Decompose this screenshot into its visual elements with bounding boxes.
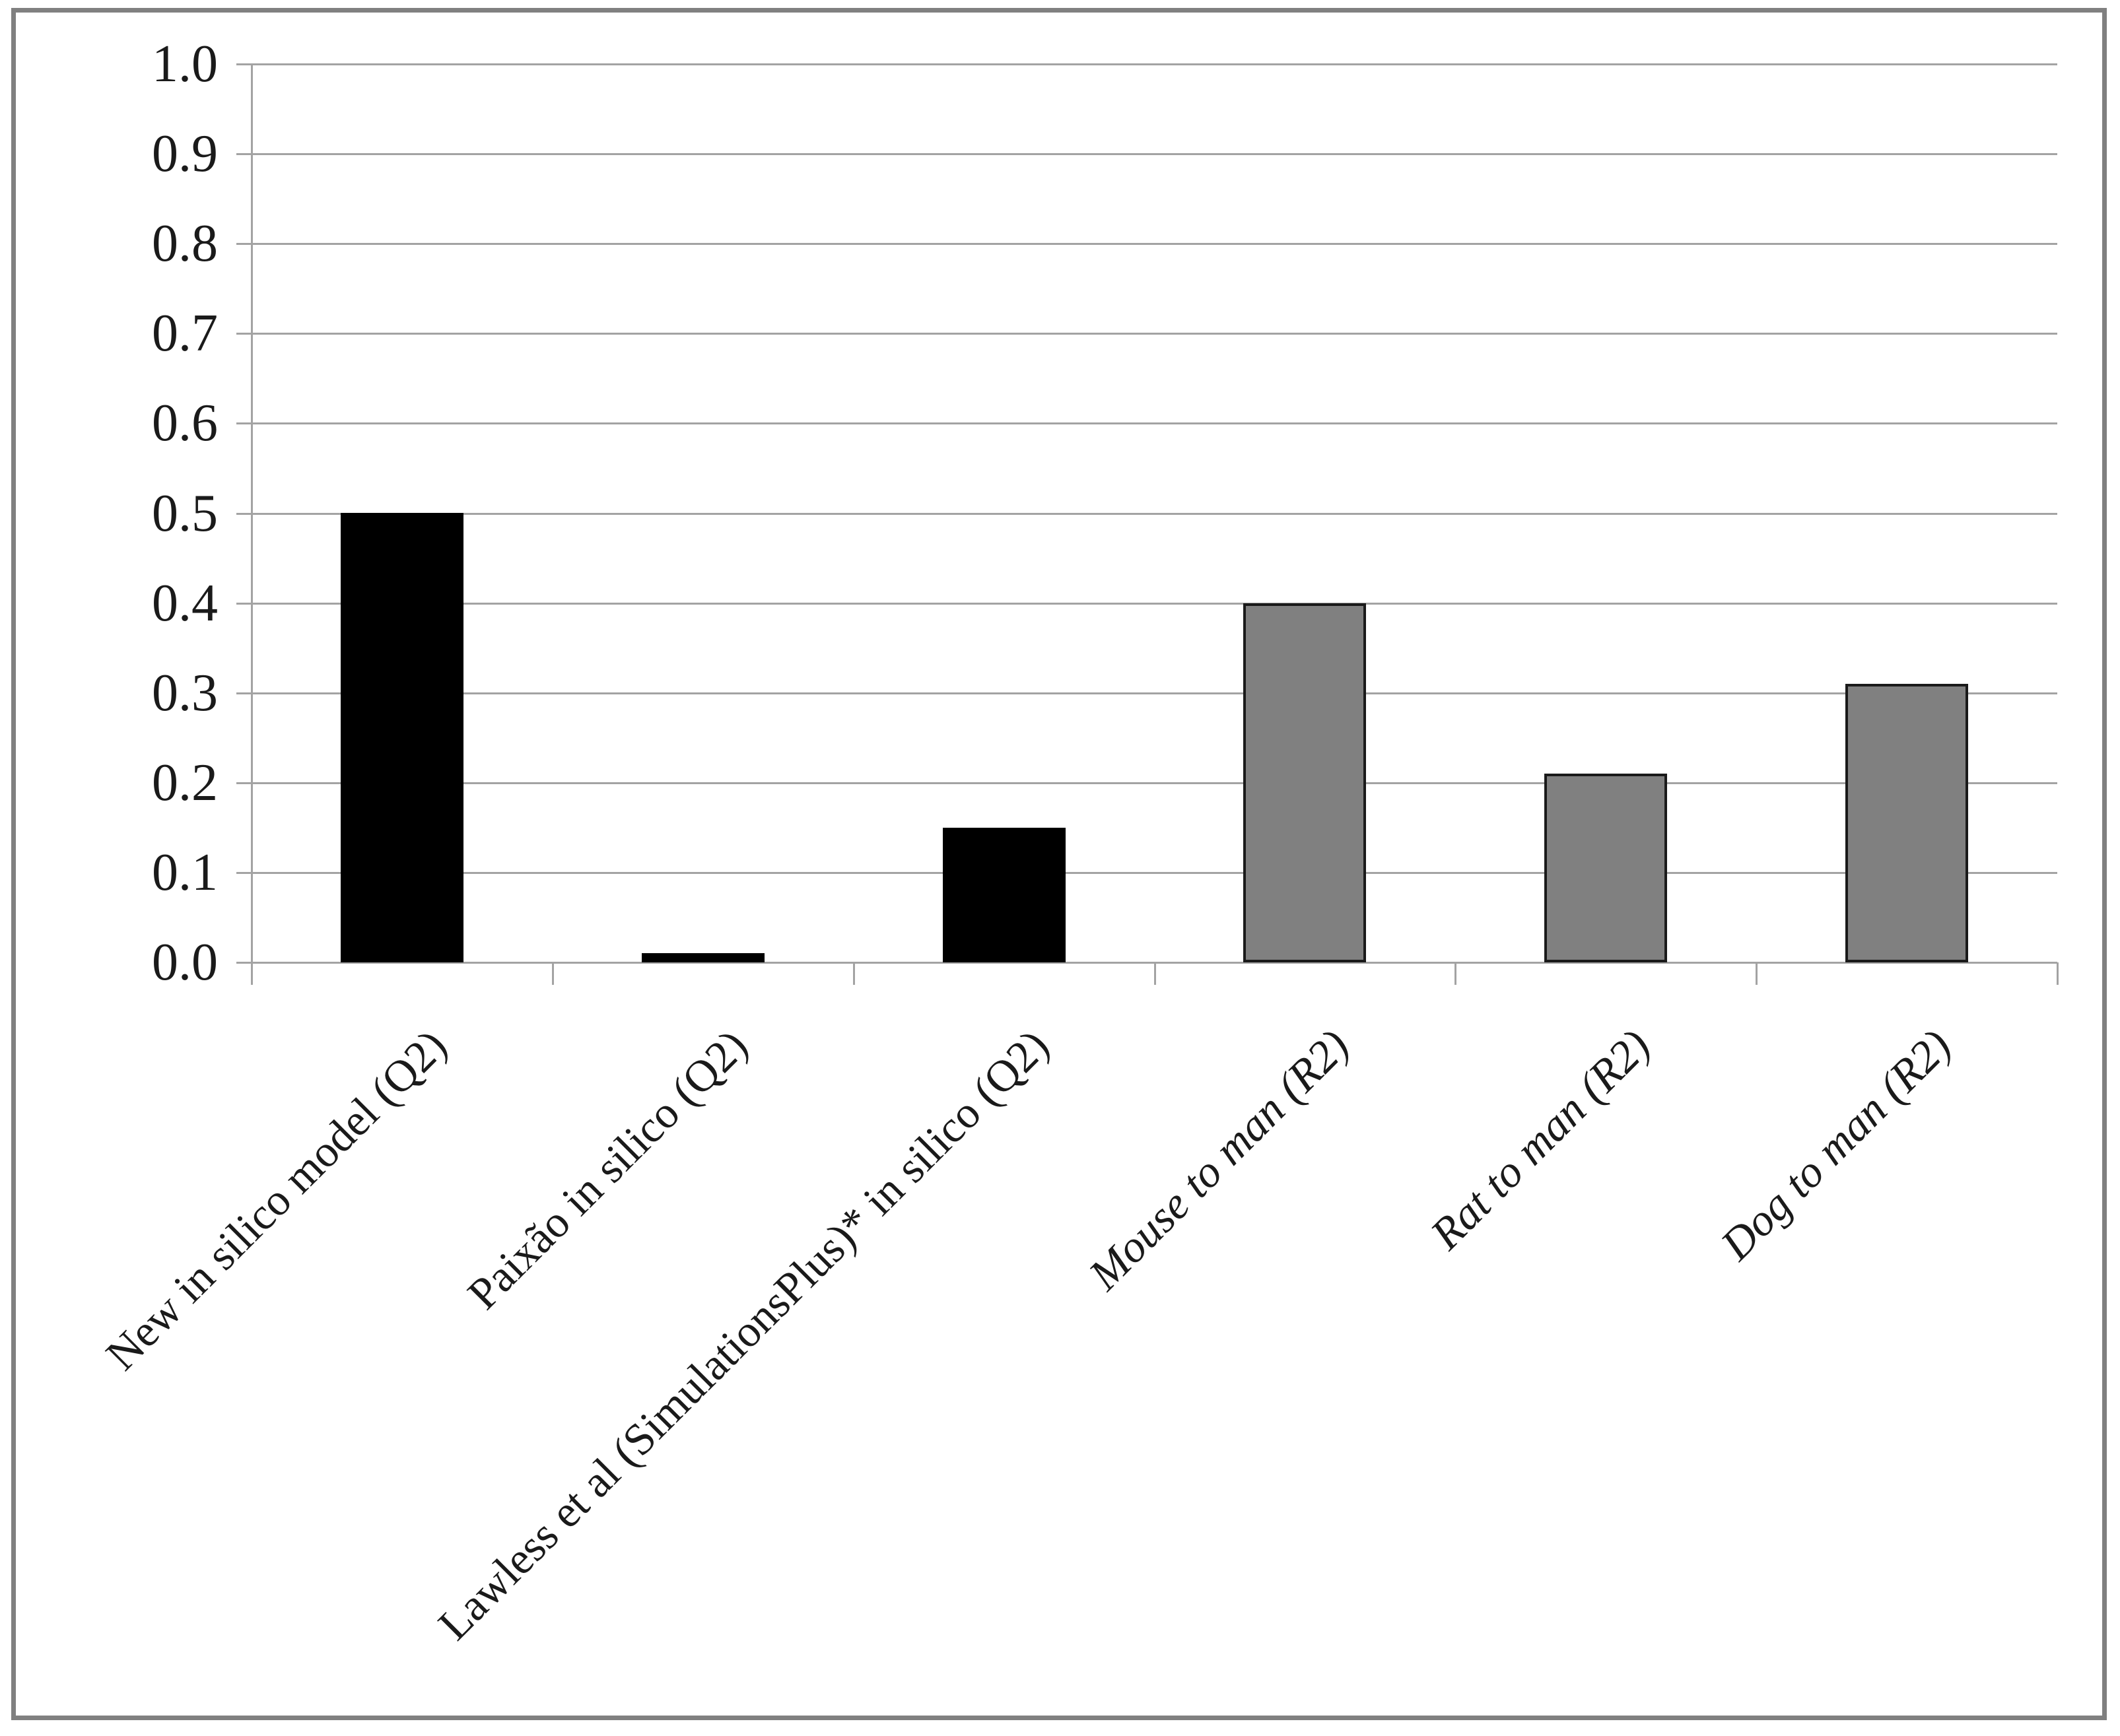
y-axis-tick-label: 0.3 <box>152 664 218 722</box>
x-axis-tick <box>1454 962 1456 985</box>
y-axis-tick-label: 0.7 <box>152 304 218 362</box>
y-gridline <box>236 513 2057 515</box>
y-gridline <box>236 962 2057 964</box>
y-axis-tick-label: 0.8 <box>152 215 218 273</box>
x-axis-tick <box>1154 962 1156 985</box>
y-gridline <box>236 782 2057 784</box>
bar <box>341 513 463 962</box>
y-axis-tick-label: 0.4 <box>152 574 218 632</box>
x-axis-label: New in silico model (Q2) <box>96 1020 456 1380</box>
y-gridline <box>236 692 2057 694</box>
x-axis-label: Lawless et al (SimulationsPlus)* in sili… <box>428 1020 1058 1650</box>
y-gridline <box>236 333 2057 335</box>
y-gridline <box>236 153 2057 155</box>
y-gridline <box>236 872 2057 874</box>
bar <box>1544 774 1667 962</box>
bar <box>1845 684 1968 962</box>
y-axis-tick-label: 0.1 <box>152 844 218 902</box>
bar <box>642 953 765 962</box>
x-axis-label: Mouse to man (R2) <box>1079 1020 1359 1300</box>
x-axis-label: Dog to man (R2) <box>1711 1020 1961 1270</box>
x-axis-tick <box>1756 962 1758 985</box>
x-axis-tick <box>552 962 554 985</box>
x-axis-label: Paixão in silico (Q2) <box>458 1020 757 1319</box>
y-axis-tick-label: 0.6 <box>152 394 218 452</box>
x-axis-tick <box>2057 962 2059 985</box>
bar <box>943 828 1066 962</box>
x-axis-tick <box>853 962 855 985</box>
y-axis-tick-label: 0.5 <box>152 484 218 543</box>
y-gridline <box>236 243 2057 245</box>
y-gridline <box>236 422 2057 424</box>
y-axis-tick-label: 1.0 <box>152 35 218 93</box>
y-gridline <box>236 603 2057 605</box>
y-axis-tick-label: 0.2 <box>152 754 218 812</box>
y-axis-tick-label: 0.9 <box>152 125 218 183</box>
y-axis-tick-label: 0.0 <box>152 933 218 991</box>
y-axis-line <box>251 64 253 985</box>
x-axis-label: Rat to man (R2) <box>1420 1020 1660 1259</box>
y-gridline <box>236 63 2057 65</box>
bar <box>1243 603 1366 962</box>
